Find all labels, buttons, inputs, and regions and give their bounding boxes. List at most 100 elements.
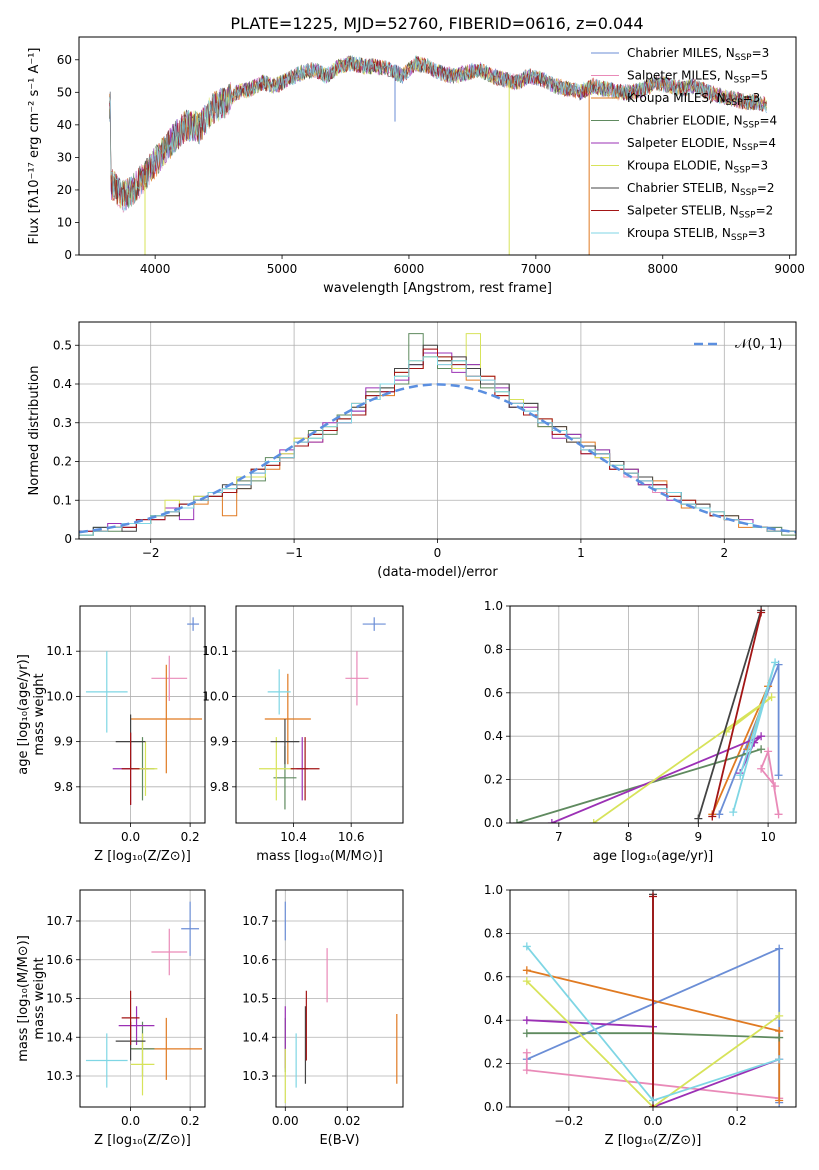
x-tick-label: 9000 (774, 262, 805, 276)
plus-marker (522, 1016, 531, 1025)
x-tick-label: 8000 (647, 262, 678, 276)
panel-age-vs-Z: 0.0 0.2 9.8 9.9 10.0 10.1 Z [log₁₀(Z/Z⊙)] age [… (16, 605, 206, 864)
panel-age-vs-mass: 10.4 10.6 9.8 9.9 10.0 10.1 mass [log₁₀(M/M⊙)] (202, 605, 404, 864)
y-tick-label: 9.9 (210, 735, 229, 749)
y-axis-label: Normed distribution (27, 366, 42, 496)
y-tick-label: 9.8 (210, 780, 229, 794)
plus-marker (708, 812, 717, 821)
plus-marker (775, 1096, 784, 1105)
x-tick-label: 2 (720, 546, 728, 560)
plus-marker (757, 732, 766, 741)
x-tick-label: 4000 (140, 262, 171, 276)
spectrum-line (109, 56, 767, 206)
y-tick-label: 9.8 (54, 780, 73, 794)
panel-massweight-vs-age: 7 8 9 10 0.0 0.2 0.4 0.6 0.8 1.0 age [log₁₀(age/yr… (32, 599, 797, 864)
y-tick-label: 10.0 (46, 689, 73, 703)
errorbar-point (267, 669, 291, 715)
plus-marker (774, 771, 783, 780)
plus-marker (522, 966, 531, 975)
x-tick-label: 0.0 (643, 1114, 662, 1128)
y-tick-label: 0.8 (484, 642, 503, 656)
plot-area-mass-vs-Z (85, 901, 203, 1096)
mass-weight-line (711, 612, 762, 817)
mass-weight-line (526, 980, 780, 1107)
y-tick-label: 0.4 (484, 729, 503, 743)
errorbar-point (85, 651, 128, 733)
y-tick-label: 10.1 (46, 644, 73, 658)
spectrum-line (109, 55, 767, 212)
y-tick-label: 10 (57, 215, 72, 229)
plus-marker (775, 1033, 784, 1042)
x-tick-label: 0.0 (121, 1114, 140, 1128)
x-tick-label: 1 (577, 546, 585, 560)
x-tick-label: 0.2 (181, 830, 200, 844)
plus-marker (522, 1029, 531, 1038)
legend-label: Chabrier STELIB, NSSP=2 (627, 181, 775, 198)
plus-marker (775, 1011, 784, 1020)
y-tick-label: 60 (57, 53, 72, 67)
y-tick-label: 10.7 (46, 914, 73, 928)
y-tick-label: 1.0 (484, 599, 503, 613)
y-tick-label: 0.0 (484, 816, 503, 830)
y-tick-label: 0.6 (484, 686, 503, 700)
y-tick-label: 10.7 (242, 914, 269, 928)
y-tick-label: 0 (64, 248, 72, 262)
errorbar-point (151, 928, 188, 976)
plus-marker (589, 819, 598, 823)
x-tick-label: 0.2 (728, 1114, 747, 1128)
plus-marker (767, 693, 776, 702)
gaussian-reference-curve (79, 383, 796, 534)
y-tick-label: 10.0 (202, 689, 229, 703)
y-tick-label: 0.4 (53, 377, 72, 391)
y-tick-label: 10.3 (242, 1069, 269, 1083)
axes-frame (509, 889, 797, 1108)
panel-residuals: −2 −1 0 1 2 0 0.1 0.2 0.3 0.4 0.5 (data-model)/erro… (27, 321, 797, 580)
plot-area-age-vs-mass (259, 617, 386, 810)
y-tick-label: 0.5 (53, 338, 72, 352)
panel-mass-vs-EBV: 0.00 0.02 10.3 10.4 10.5 10.6 10.7 E(B-V) (242, 889, 404, 1148)
plus-marker (757, 608, 766, 617)
plus-marker (764, 747, 773, 756)
legend-label: Salpeter MILES, NSSP=5 (627, 69, 768, 86)
legend-label: Salpeter STELIB, NSSP=2 (627, 204, 773, 221)
legend-label: Chabrier ELODIE, NSSP=4 (627, 114, 777, 131)
y-tick-label: 10.1 (202, 644, 229, 658)
errorbar-point (130, 664, 203, 774)
legend-label: 𝒩(0, 1) (735, 337, 782, 352)
plus-marker (547, 819, 556, 823)
plus-marker (522, 1048, 531, 1057)
y-tick-label: 20 (57, 183, 72, 197)
plot-area-massweight-vs-Z (522, 890, 784, 1107)
x-tick-label: −0.2 (554, 1114, 583, 1128)
axes-frame (275, 889, 404, 1108)
plus-marker (771, 658, 780, 667)
x-tick-label: 0 (434, 546, 442, 560)
x-axis-label: (data-model)/error (377, 565, 498, 580)
errorbar-point (181, 901, 200, 956)
x-tick-label: 0.0 (121, 830, 140, 844)
axes-frame (78, 321, 797, 540)
y-tick-label: 0.8 (484, 926, 503, 940)
y-axis-label: Flux [fλ10⁻¹⁷ erg cm⁻² s⁻¹ A⁻¹] (27, 48, 42, 245)
y-tick-label: 30 (57, 150, 72, 164)
x-axis-label: E(B-V) (319, 1133, 359, 1148)
plus-marker (522, 942, 531, 951)
x-tick-label: 7000 (521, 262, 552, 276)
errorbar-point (345, 651, 369, 706)
plus-marker (649, 1096, 657, 1105)
x-axis-label: mass [log₁₀(M/M⊙)] (256, 849, 383, 864)
y-tick-label: 10.3 (46, 1069, 73, 1083)
mass-weight-line (697, 610, 762, 819)
y-tick-label: 0.1 (53, 493, 72, 507)
x-tick-label: 0.00 (272, 1114, 299, 1128)
x-tick-label: −2 (142, 546, 160, 560)
panel-mass-vs-Z: 0.0 0.2 10.3 10.4 10.5 10.6 10.7 Z [log₁₀(Z/Z⊙)… (16, 889, 206, 1148)
mass-weight-line (760, 748, 780, 815)
axes-frame (79, 889, 206, 1108)
errorbar-point (121, 990, 140, 1045)
axes-frame (79, 605, 206, 824)
x-tick-label: 9 (695, 830, 703, 844)
plus-marker (771, 782, 780, 791)
errorbar-point (270, 719, 300, 765)
